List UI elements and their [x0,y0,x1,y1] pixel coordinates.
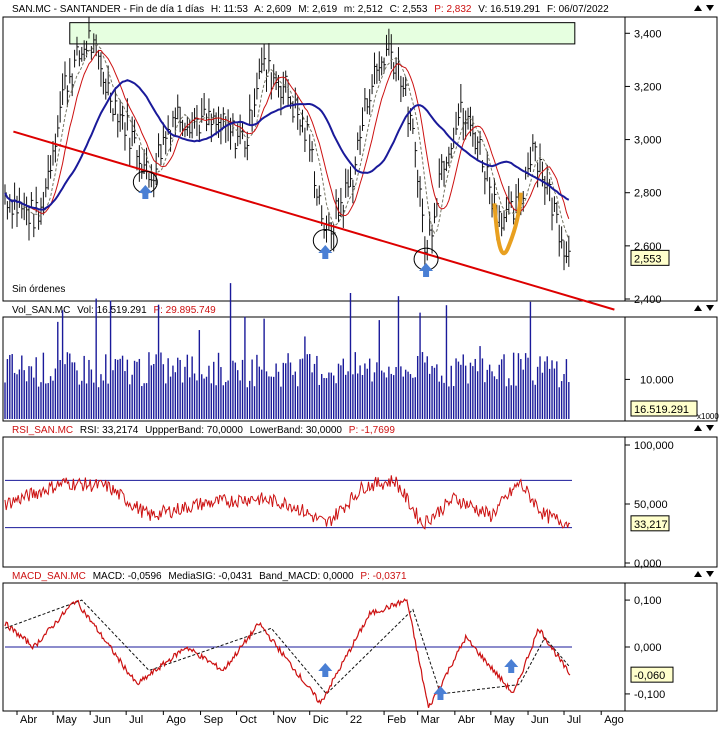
up-arrow-icon [318,663,333,677]
month-label: Abr [20,714,37,726]
macd-axis-frame [624,582,718,712]
last-rsi-box [630,515,670,532]
arrow-up-icon [694,425,702,431]
header-p: P: 2,832 [434,4,472,15]
svg-text:SAN.MC - SANTANDER - Fin de dí: SAN.MC - SANTANDER - Fin de día 1 días H… [12,4,609,15]
ma-long-line [4,79,570,211]
month-label: Jun [531,714,549,726]
volume-bars [4,283,570,419]
month-label: 22 [350,714,362,726]
arrow-up-icon [694,5,702,11]
macd-line [4,598,571,708]
ma-mid-line [4,50,570,219]
price-tick-label: 3,200 [634,81,662,93]
volume-header: Vol_SAN.MC Vol: 16.519.291 P: 29.895.749 [12,305,216,316]
macd-signal-line [4,599,570,695]
macd-tick-label: -0,100 [634,689,665,701]
month-label: Jul [129,714,143,726]
arrow-down-icon [706,5,714,11]
month-label: Jun [93,714,111,726]
rsi-tick-label: 100,000 [634,440,674,452]
rsi-tick-label: 0,000 [634,558,662,570]
last-price-box [630,249,670,266]
month-label: Oct [240,714,257,726]
price-tick-label: 3,400 [634,28,662,40]
header-a: A: 2,609 [254,4,292,15]
arrow-down-icon [706,571,714,577]
month-label: Mar [421,714,440,726]
rsi-header: RSI_SAN.MC RSI: 33,2174 UppperBand: 70,0… [12,425,395,436]
macd-tick-label: 0,000 [634,642,662,654]
support-trendline [13,130,615,311]
price-panel-frame [2,16,626,302]
header-f: F: 06/07/2022 [547,4,609,15]
volume-tick-label: 10.000 [640,374,674,386]
price-tick-label: 3,000 [634,135,662,147]
rsi-tick-label: 50,000 [634,499,668,511]
month-label: Dic [313,714,329,726]
last-volume-box [630,400,698,417]
macd-tick-label: 0,100 [634,595,662,607]
up-arrow-icon [433,686,448,700]
month-label: Sep [204,714,224,726]
header-h: H: 11:53 [211,4,248,15]
arrow-up-icon [694,305,702,311]
month-label: Ago [604,714,624,726]
volume-unit-label: x1000 [697,412,719,421]
up-arrow-icon [419,263,434,277]
up-arrow-icon [318,245,333,259]
last-macd-label: -0,060 [634,670,665,682]
status-text: Sin órdenes [12,284,65,295]
rsi-panel-frame [2,436,626,568]
last-rsi-label: 33,217 [634,519,668,531]
u-pattern-marker [492,192,523,255]
header-v: V: 16.519.291 [478,4,540,15]
header-mn: m: 2,512 [344,4,383,15]
up-arrow-icon [504,659,519,673]
price-header: SAN.MC - SANTANDER - Fin de día 1 días H… [12,4,609,15]
last-macd-box [630,666,674,683]
rsi-axis-frame [624,436,718,568]
resistance-band [69,22,576,45]
month-label: Abr [458,714,475,726]
macd-header: MACD_SAN.MC MACD: -0,0596 MediaSIG: -0,0… [12,571,407,582]
price-tick-label: 2,400 [634,294,662,306]
header-title: SAN.MC - SANTANDER - Fin de día 1 días [12,4,204,15]
header-c: C: 2,553 [390,4,428,15]
scroll-arrow-icons[interactable] [694,5,714,577]
month-label: Feb [387,714,406,726]
month-label: May [494,714,515,726]
up-arrow-icon [138,185,153,199]
last-volume-label: 16.519.291 [634,404,689,416]
rsi-line [4,475,571,530]
month-label: Ago [166,714,186,726]
arrow-down-icon [706,425,714,431]
month-label: Nov [277,714,297,726]
arrow-up-icon [694,571,702,577]
last-price-label: 2,553 [634,253,662,265]
arrow-down-icon [706,305,714,311]
month-label: Jul [567,714,581,726]
month-label: May [56,714,77,726]
header-m: M: 2,619 [298,4,337,15]
price-tick-label: 2,800 [634,188,662,200]
